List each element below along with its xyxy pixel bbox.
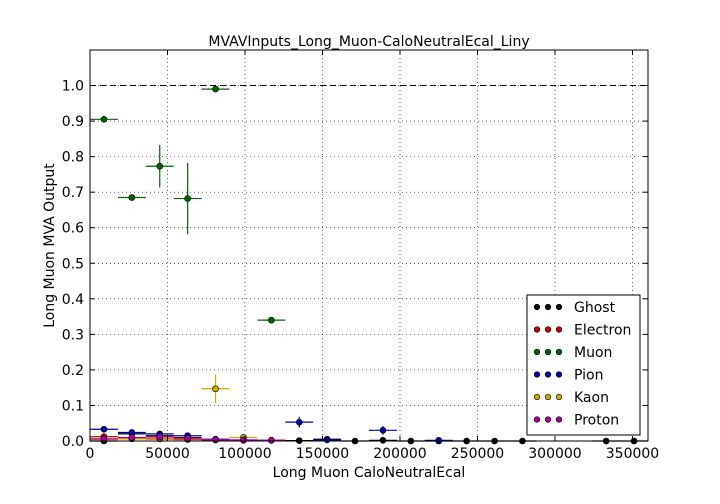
proton-data-point xyxy=(268,436,275,444)
proton-data-point xyxy=(156,433,164,441)
legend-marker-kaon xyxy=(544,393,552,401)
y-tick-label: 0.3 xyxy=(62,327,84,343)
pion-data-point xyxy=(295,418,303,426)
y-tick-label: 0.5 xyxy=(62,256,84,272)
legend-label-kaon: Kaon xyxy=(574,390,609,406)
legend-marker-electron xyxy=(544,326,552,333)
legend-label-ghost: Ghost xyxy=(574,300,616,316)
kaon-data-point xyxy=(212,385,219,393)
x-tick-label: 250000 xyxy=(451,446,504,462)
legend-entries: Ghost Electron Muon Pion Kaon Proton xyxy=(533,300,631,429)
legend-entry-kaon: Kaon xyxy=(533,390,609,406)
legend-marker-ghost xyxy=(544,303,552,311)
series-proton xyxy=(90,433,286,444)
legend-label-pion: Pion xyxy=(574,368,603,384)
x-axis-label: Long Muon CaloNeutralEcal xyxy=(273,465,466,481)
legend-label-muon: Muon xyxy=(574,345,612,361)
y-tick-label: 0.4 xyxy=(62,292,84,308)
chart-title: MVAVInputs_Long_Muon-CaloNeutralEcal_Lin… xyxy=(208,34,529,50)
legend-marker-ghost xyxy=(555,303,563,311)
x-tick-label: 300000 xyxy=(528,446,581,462)
legend-marker-pion xyxy=(555,371,563,378)
y-tick-label: 0.6 xyxy=(62,221,84,237)
axes: 0 50000 100000 150000 200000 250000 300000 3500… xyxy=(62,50,659,462)
proton-data-point xyxy=(212,436,219,443)
x-tick-label: 200000 xyxy=(373,446,426,462)
y-axis-label: Long Muon MVA Output xyxy=(42,163,58,328)
legend-box xyxy=(526,294,641,436)
muon-data-point xyxy=(156,162,164,170)
legend-marker-muon xyxy=(533,348,541,356)
legend: Ghost Electron Muon Pion Kaon Proton xyxy=(526,294,641,436)
muon-data-point xyxy=(128,194,136,201)
legend-marker-kaon xyxy=(533,393,541,401)
pion-data-point xyxy=(435,436,443,444)
legend-marker-kaon xyxy=(555,393,563,401)
proton-data-point xyxy=(100,435,108,443)
legend-marker-proton xyxy=(533,416,541,423)
legend-entry-ghost: Ghost xyxy=(533,300,616,316)
muon-data-point xyxy=(268,316,275,324)
muon-data-point xyxy=(212,85,219,93)
legend-label-proton: Proton xyxy=(574,413,619,429)
pion-data-point xyxy=(323,436,331,444)
series-muon xyxy=(90,85,286,324)
legend-marker-pion xyxy=(544,371,552,378)
legend-marker-proton xyxy=(555,416,563,423)
pion-data-point xyxy=(100,425,108,433)
x-tick-label: 150000 xyxy=(296,446,349,462)
proton-data-point xyxy=(128,434,136,441)
y-tick-label: 0.0 xyxy=(62,434,84,450)
x-tick-label: 50000 xyxy=(145,446,190,462)
y-tick-label: 0.2 xyxy=(62,363,84,379)
proton-data-point xyxy=(240,436,247,444)
legend-label-electron: Electron xyxy=(574,323,631,339)
y-tick-label: 0.1 xyxy=(62,398,84,414)
legend-marker-muon xyxy=(555,348,563,356)
x-tick-label: 0 xyxy=(86,446,95,462)
legend-marker-proton xyxy=(544,416,552,423)
legend-entry-electron: Electron xyxy=(533,323,631,339)
x-tick-label: 100000 xyxy=(218,446,271,462)
legend-marker-ghost xyxy=(533,303,541,311)
legend-entry-pion: Pion xyxy=(533,368,603,384)
pion-data-point xyxy=(379,427,387,434)
legend-marker-muon xyxy=(544,348,552,356)
legend-marker-pion xyxy=(533,371,541,378)
legend-entry-proton: Proton xyxy=(533,413,619,429)
y-tick-label: 0.7 xyxy=(62,185,84,201)
legend-marker-electron xyxy=(533,326,541,333)
muon-data-point xyxy=(100,116,108,123)
y-tick-label: 1.0 xyxy=(62,79,84,95)
muon-data-point xyxy=(184,195,191,202)
legend-marker-electron xyxy=(555,326,563,333)
x-tick-label: 350000 xyxy=(606,446,659,462)
y-tick-label: 0.8 xyxy=(62,150,84,166)
plot-frame xyxy=(89,49,649,442)
ghost-data-point xyxy=(379,436,387,444)
y-tick-label: 0.9 xyxy=(62,114,84,130)
proton-data-point xyxy=(184,434,191,442)
legend-entry-muon: Muon xyxy=(533,345,612,361)
